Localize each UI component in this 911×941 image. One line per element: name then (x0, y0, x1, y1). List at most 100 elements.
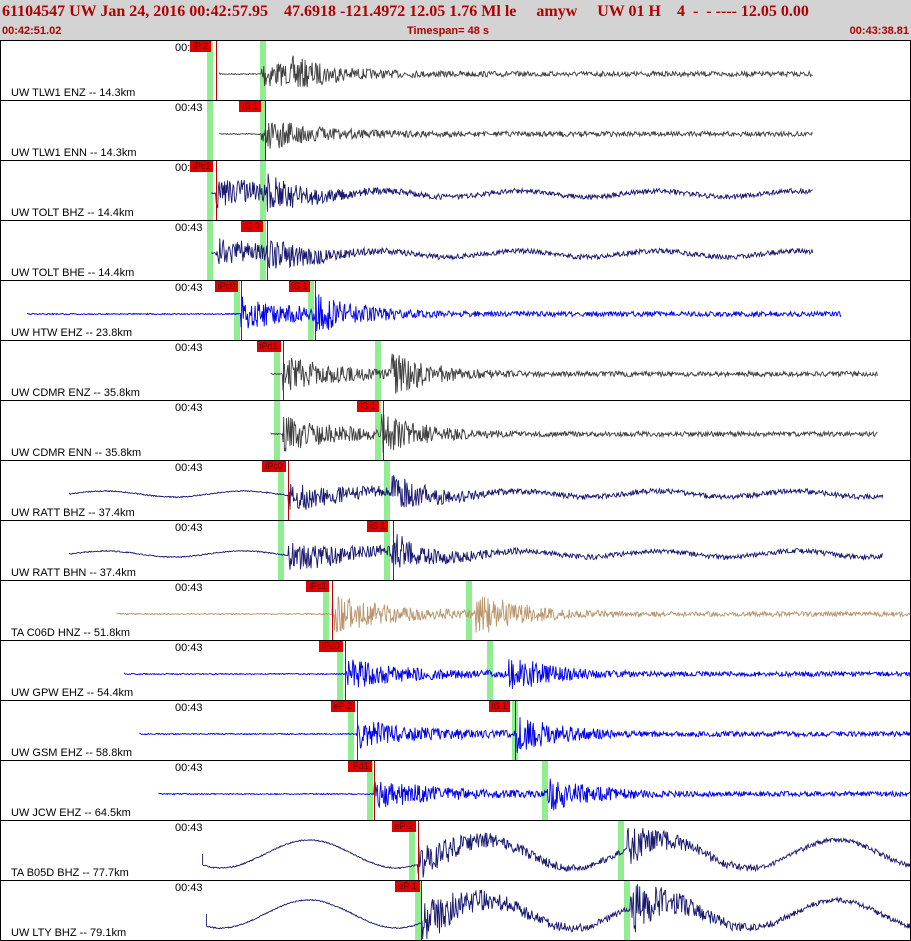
station-label: UW LTY BHZ -- 79.1km (11, 927, 127, 939)
trace-panel[interactable]: 00:43 eP 2 TA B05D BHZ -- 77.7km (0, 820, 911, 881)
trace-time-label: 00:43 (175, 402, 203, 414)
pick-line[interactable] (314, 281, 316, 340)
pick-window (336, 641, 343, 700)
pick-label[interactable]: eP 1 (395, 881, 420, 892)
pick-line[interactable] (356, 701, 358, 760)
pick-line[interactable] (421, 881, 423, 940)
trace-time-label: 00:43 (175, 882, 203, 894)
pick-label[interactable]: iS 1 (488, 701, 511, 712)
pick-line[interactable] (282, 341, 284, 400)
pick-label[interactable]: iPc0 (319, 641, 343, 652)
pick-label[interactable]: iPc1 (189, 161, 214, 172)
trace-panel[interactable]: 00:43 iPc0 iS 1 UW HTW EHZ -- 23.8km (0, 280, 911, 341)
pick-label[interactable]: iPd1 (347, 761, 372, 772)
trace-panel[interactable]: 00:43 iPc0 UW GPW EHZ -- 54.4km (0, 640, 911, 701)
pick-window (273, 401, 280, 460)
pick-window (367, 761, 373, 820)
trace-time-label: 00:43 (175, 342, 203, 354)
trace-panel[interactable]: 00:43 iP 2 UW TLW1 ENZ -- 14.3km (0, 40, 911, 101)
waveform (219, 122, 813, 149)
station-label: UW TOLT BHE -- 14.4km (11, 267, 135, 279)
pick-line[interactable] (331, 581, 333, 640)
pick-label[interactable]: iS 1 (288, 281, 311, 292)
pick-label[interactable]: iS 1 (366, 521, 389, 532)
pick-line[interactable] (267, 221, 269, 280)
pick-line[interactable] (265, 101, 267, 160)
station-label: TA B05D BHZ -- 77.7km (11, 867, 129, 879)
pick-line[interactable] (240, 281, 242, 340)
pick-line[interactable] (417, 821, 419, 880)
pick-label[interactable]: eP 2 (330, 701, 356, 712)
trace-panel[interactable]: 00:43 iS 1 UW CDMR ENN -- 35.8km (0, 400, 911, 461)
pick-line[interactable] (514, 701, 516, 760)
waveform (205, 884, 910, 940)
waveform-path (27, 294, 842, 332)
trace-time-label: 00:43 (175, 222, 203, 234)
pick-label[interactable]: iS 1 (239, 101, 261, 112)
pick-label[interactable]: iPc0 (262, 461, 286, 472)
pick-line[interactable] (215, 41, 217, 100)
waveform (158, 778, 910, 811)
station-label: UW HTW EHZ -- 23.8km (11, 327, 132, 339)
seismogram-panels: 00:43 iP 2 UW TLW1 ENZ -- 14.3km 00:43 iS 1 U… (0, 40, 911, 941)
trace-panel[interactable]: 00:43 iS 0 UW TOLT BHE -- 14.4km (0, 220, 911, 281)
pick-label[interactable]: eP 2 (391, 821, 416, 832)
trace-time-label: 00:43 (175, 642, 203, 654)
pick-window (207, 41, 214, 100)
timespan-label: Timespan= 48 s (407, 25, 490, 37)
trace-time-label: 00:43 (175, 282, 203, 294)
pick-window (277, 521, 284, 580)
waveform (116, 595, 910, 633)
waveform (69, 534, 883, 570)
waveform (270, 353, 878, 394)
waveform (270, 414, 878, 453)
waveform (211, 238, 814, 269)
trace-panel[interactable]: 00:43 eP 1 UW LTY BHZ -- 79.1km (0, 880, 911, 941)
waveform-path (211, 173, 813, 212)
waveform-path (158, 778, 910, 811)
waveform-path (69, 475, 884, 510)
pick-line[interactable] (288, 461, 290, 520)
station-label: UW GSM EHZ -- 58.8km (11, 747, 133, 759)
pick-line[interactable] (392, 521, 394, 580)
trace-time-label: 00:43 (175, 702, 203, 714)
trace-panel[interactable]: 00:43 iPc1 TA C06D HNZ -- 51.8km (0, 580, 911, 641)
waveform-path (270, 353, 878, 394)
pick-line[interactable] (345, 641, 347, 700)
pick-label[interactable]: iS 0 (241, 221, 263, 232)
waveform-path (139, 717, 910, 753)
trace-panel[interactable]: 00:43 iS 1 UW TLW1 ENN -- 14.3km (0, 100, 911, 161)
pick-window (207, 221, 214, 280)
station-label: TA C06D HNZ -- 51.8km (11, 627, 130, 639)
station-label: UW TOLT BHZ -- 14.4km (11, 207, 134, 219)
pick-line[interactable] (215, 161, 217, 220)
trace-panel[interactable]: 00:43 iPc1 UW TOLT BHZ -- 14.4km (0, 160, 911, 221)
trace-time-label: 00:43 (175, 102, 203, 114)
station-label: UW JCW EHZ -- 64.5km (11, 807, 131, 819)
trace-panel[interactable]: 00:43 iPc0 UW RATT BHZ -- 37.4km (0, 460, 911, 521)
event-title: 61104547 UW Jan 24, 2016 00:42:57.95 47.… (2, 3, 809, 20)
trace-panel[interactable]: 00:43 iPd1 UW CDMR ENZ -- 35.8km (0, 340, 911, 401)
waveform (69, 475, 884, 510)
pick-label[interactable]: iP 2 (189, 41, 212, 52)
trace-panel[interactable]: 00:43 iS 1 UW RATT BHN -- 37.4km (0, 520, 911, 581)
pick-label[interactable]: iS 1 (357, 401, 379, 412)
pick-window (374, 341, 381, 400)
trace-panel[interactable]: 00:43 iPd1 UW JCW EHZ -- 64.5km (0, 760, 911, 821)
pick-window (260, 101, 267, 160)
waveform-path (69, 534, 883, 570)
header-bar: 61104547 UW Jan 24, 2016 00:42:57.95 47.… (0, 0, 911, 40)
waveform-path (219, 55, 813, 88)
trace-time-label: 00:43 (175, 762, 203, 774)
trace-panel[interactable]: 00:43 eP 2 iS 1 UW GSM EHZ -- 58.8km (0, 700, 911, 761)
pick-label[interactable]: iPd1 (256, 341, 281, 352)
pick-window (323, 581, 330, 640)
pick-label[interactable]: iPc0 (214, 281, 239, 292)
end-time: 00:43:38.81 (849, 25, 909, 37)
pick-label[interactable]: iPc1 (305, 581, 330, 592)
trace-time-label: 00:43 (175, 522, 203, 534)
pick-line[interactable] (373, 761, 375, 820)
waveform (139, 717, 910, 753)
pick-line[interactable] (383, 401, 385, 460)
pick-window (618, 821, 625, 880)
